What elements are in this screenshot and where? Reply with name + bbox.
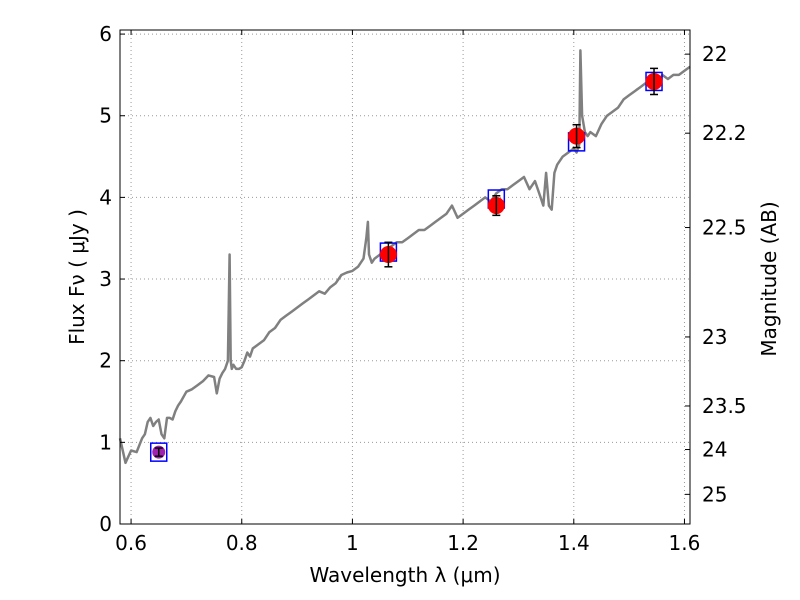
y-axis-label: Flux Fν ( μJy ) <box>65 209 89 345</box>
grid <box>120 30 690 525</box>
right-tick-label: 22.2 <box>702 121 747 145</box>
y-tick-label: 3 <box>99 267 112 291</box>
model-square <box>149 442 168 462</box>
photometry-series <box>152 67 663 459</box>
y-tick-label: 0 <box>99 512 112 536</box>
spectrum-series <box>118 49 691 465</box>
y-tick-label: 1 <box>99 430 112 454</box>
y-tick-label: 4 <box>99 185 112 209</box>
right-tick-label: 22 <box>702 42 727 66</box>
axis-ticks: 0.6 0.8 1 1.2 1.4 1.601234562222.222.52323.52… <box>99 22 746 555</box>
right-tick-label: 24 <box>702 438 727 462</box>
x-tick-label: 1 <box>346 531 359 555</box>
plot-frame <box>119 29 691 525</box>
y-tick-label: 2 <box>99 349 112 373</box>
right-tick-label: 25 <box>702 482 727 506</box>
right-tick-label: 23 <box>702 325 727 349</box>
right-tick-label: 22.5 <box>702 216 747 240</box>
right-tick-label: 23.5 <box>702 394 747 418</box>
y-tick-label: 5 <box>99 104 112 128</box>
x-axis-label: Wavelength λ (μm) <box>309 563 500 587</box>
right-axis-label: Magnitude (AB) <box>757 201 781 356</box>
x-tick-label: 1.2 <box>447 531 479 555</box>
x-tick-label: 0.8 <box>226 531 258 555</box>
y-tick-label: 6 <box>99 22 112 46</box>
x-tick-label: 1.4 <box>558 531 590 555</box>
spectrum-line <box>118 49 691 465</box>
x-tick-label: 1.6 <box>669 531 701 555</box>
x-tick-label: 0.6 <box>115 531 147 555</box>
